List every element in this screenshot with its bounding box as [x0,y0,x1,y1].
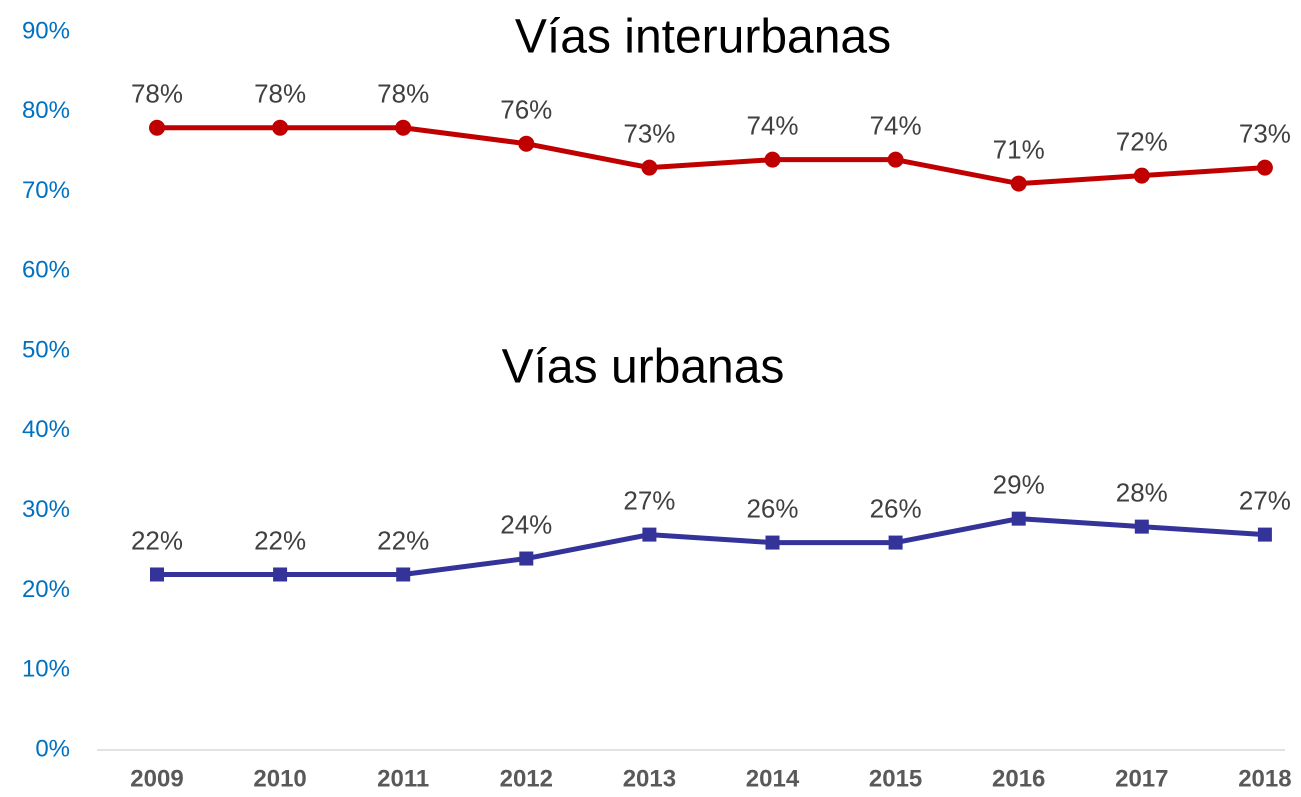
marker [1256,159,1273,176]
value-label: 27% [1239,485,1291,515]
y-tick-label: 90% [22,17,70,44]
marker [149,119,165,136]
marker [642,527,657,542]
y-tick-label: 30% [22,496,70,523]
marker [765,535,780,550]
marker [396,567,411,582]
x-tick-label: 2016 [992,765,1045,792]
value-label: 22% [377,525,429,555]
y-tick-label: 40% [22,416,70,443]
x-tick-label: 2014 [746,765,800,792]
x-tick-label: 2011 [377,765,429,792]
value-label: 26% [746,493,798,523]
y-tick-label: 50% [22,336,70,363]
marker [518,135,535,152]
value-label: 28% [1116,477,1168,507]
x-tick-label: 2010 [253,765,306,792]
marker [1134,519,1149,534]
marker [395,119,412,136]
value-label: 73% [1239,118,1291,148]
value-label: 22% [131,525,183,555]
marker [1011,511,1026,526]
y-tick-label: 70% [22,177,70,204]
marker [1133,167,1150,184]
y-tick-label: 0% [35,735,70,762]
marker [273,567,288,582]
value-label: 27% [623,485,675,515]
value-label: 74% [870,111,922,141]
value-label: 78% [377,79,429,109]
value-label: 78% [131,79,183,109]
value-label: 29% [993,470,1045,500]
value-label: 73% [623,118,675,148]
value-label: 74% [746,111,798,141]
value-label: 24% [500,509,552,539]
marker [1257,527,1272,542]
y-tick-label: 10% [22,656,70,683]
value-label: 72% [1116,126,1168,156]
value-label: 78% [254,79,306,109]
x-tick-label: 2013 [623,765,676,792]
series-title: Vías urbanas [502,341,785,394]
y-tick-label: 60% [22,257,70,284]
marker [150,567,164,582]
marker [887,151,904,168]
x-tick-label: 2015 [869,765,922,792]
x-tick-label: 2009 [130,765,183,792]
marker [272,119,289,136]
marker [1010,175,1027,192]
value-label: 22% [254,525,306,555]
marker [641,159,658,176]
value-label: 26% [870,493,922,523]
marker [888,535,903,550]
y-tick-label: 20% [22,576,70,603]
series-line [157,516,1266,577]
marker [764,151,781,168]
marker [519,551,534,566]
series-title: Vías interurbanas [515,11,891,64]
y-tick-label: 80% [22,97,70,124]
x-tick-label: 2018 [1238,765,1291,792]
series-line [157,125,1266,187]
value-label: 76% [500,95,552,125]
x-tick-label: 2012 [500,765,553,792]
value-label: 71% [993,134,1045,164]
x-tick-label: 2017 [1115,765,1168,792]
